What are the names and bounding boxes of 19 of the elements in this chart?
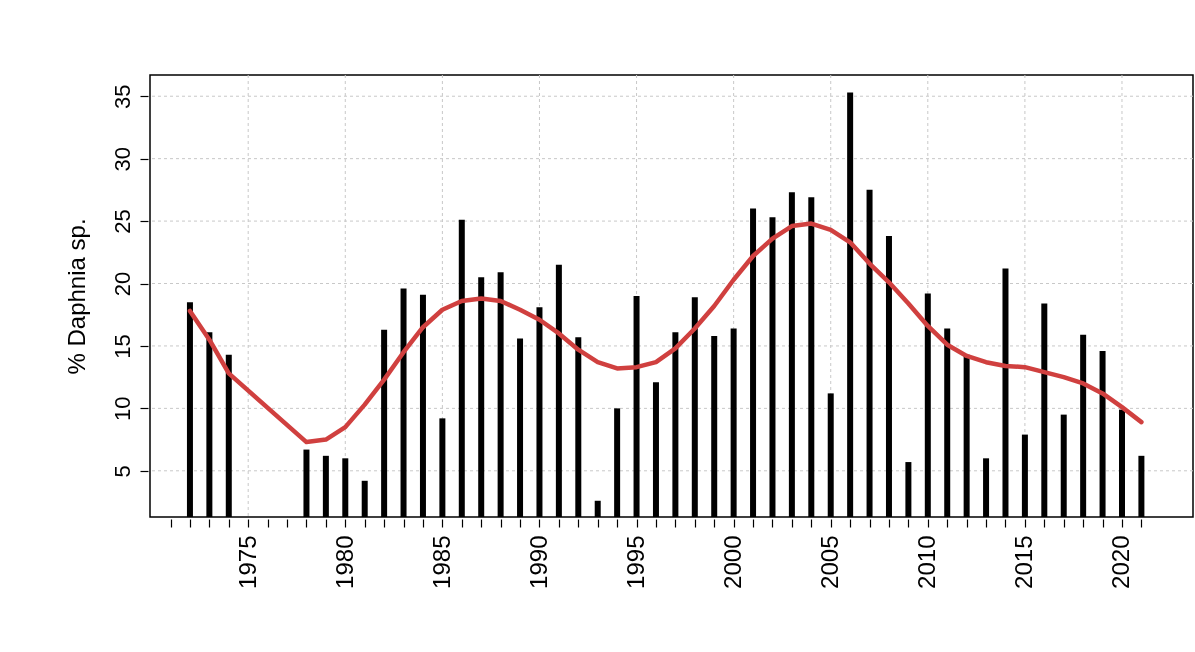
x-tick-label: 2000 [719, 535, 747, 589]
x-tick-label: 2010 [913, 535, 941, 589]
y-tick-label: 20 [109, 271, 135, 297]
y-tick-label: 5 [109, 465, 135, 478]
y-tick-label: 35 [109, 84, 135, 109]
y-axis-title: % Daphnia sp. [62, 218, 90, 375]
y-tick-label: 30 [109, 146, 135, 172]
x-tick-label: 1995 [622, 535, 650, 589]
y-tick-label: 15 [109, 334, 135, 359]
x-tick-label: 2020 [1107, 535, 1135, 589]
y-tick-label: 25 [109, 209, 135, 234]
x-tick-label: 2005 [816, 535, 844, 589]
x-tick-label: 2015 [1010, 535, 1038, 589]
x-tick-label: 1975 [233, 535, 261, 589]
x-tick-label: 1990 [524, 535, 552, 589]
line-series [187, 221, 1144, 445]
x-tick-label: 1980 [330, 535, 358, 589]
y-tick-label: 10 [109, 396, 135, 422]
x-tick-label: 1985 [427, 535, 455, 589]
